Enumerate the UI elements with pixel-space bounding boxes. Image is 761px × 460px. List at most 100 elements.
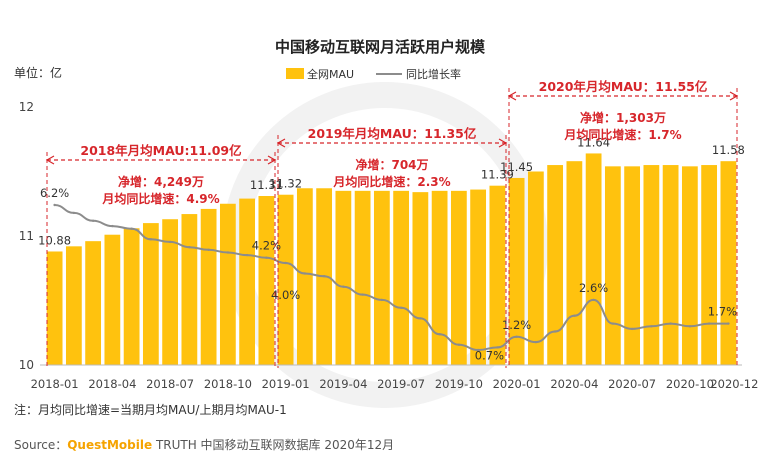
growth-rate-point-2020-12 xyxy=(727,322,730,325)
growth-label-2020-05: 2.6% xyxy=(579,281,608,295)
y-tick-label-12: 12 xyxy=(19,100,34,114)
axis-layer: 10 11 12 2018-01 2018-04 2018-07 2018-10 2019-0… xyxy=(19,100,759,391)
mau-bar-2018-01 xyxy=(46,251,63,365)
bar-value-label-2019-01: 11.32 xyxy=(269,177,302,191)
growth-rate-point-2018-04 xyxy=(111,224,114,228)
annotation-avg-growth: 月均同比增速：4.9% xyxy=(101,191,219,206)
bar-value-label-2020-01: 11.45 xyxy=(500,160,533,174)
growth-rate-point-2019-02 xyxy=(303,272,307,275)
source-brand: QuestMobile xyxy=(67,438,153,452)
source-line: Source：QuestMobile TRUTH 中国移动互联网数据库 2020… xyxy=(14,436,394,453)
growth-rate-point-2020-08 xyxy=(650,325,653,328)
mau-bar-2020-02 xyxy=(527,171,544,365)
x-tick-label-2019-04: 2019-04 xyxy=(319,377,367,391)
growth-rate-point-2020-06 xyxy=(611,322,615,325)
mau-bar-2019-04 xyxy=(335,190,352,365)
growth-rate-point-2020-03 xyxy=(553,330,557,333)
mau-bar-2020-03 xyxy=(547,165,564,365)
growth-label-2018-12: 4.2% xyxy=(252,239,281,253)
growth-rate-point-2018-06 xyxy=(149,238,153,241)
x-tick-label-2020-01: 2020-01 xyxy=(493,377,541,391)
growth-rate-point-2019-08 xyxy=(419,317,422,320)
mau-bar-2020-05 xyxy=(585,153,602,365)
growth-rate-point-2020-11 xyxy=(707,322,711,325)
source-prefix: Source： xyxy=(14,438,68,452)
y-tick-label-11: 11 xyxy=(19,229,34,243)
growth-label-2020-12: 1.7% xyxy=(708,305,737,319)
growth-rate-point-2019-07 xyxy=(399,306,403,309)
mau-bar-2019-09 xyxy=(431,190,448,365)
growth-rate-point-2018-11 xyxy=(245,253,249,257)
annotation-title: 2019年月均MAU：11.35亿 xyxy=(308,126,477,141)
mau-bar-2019-05 xyxy=(354,190,371,365)
growth-rate-point-2019-01 xyxy=(284,261,287,265)
bar-value-label-2020-12: 11.58 xyxy=(712,143,745,157)
growth-rate-point-2018-08 xyxy=(188,246,191,249)
mau-bar-2019-11 xyxy=(470,189,487,365)
growth-rate-point-2020-01 xyxy=(515,335,518,338)
mau-bar-2019-07 xyxy=(393,190,410,365)
growth-rate-point-2018-03 xyxy=(91,219,95,222)
x-tick-label-2019-01: 2019-01 xyxy=(262,377,310,391)
annotation-avg-growth: 月均同比增速：1.7% xyxy=(563,127,681,142)
legend-bar-swatch xyxy=(286,68,304,79)
growth-rate-point-2019-12 xyxy=(496,346,499,349)
mau-bar-2020-08 xyxy=(643,165,660,365)
mau-bar-2020-01 xyxy=(508,177,525,365)
growth-rate-point-2019-05 xyxy=(361,293,364,296)
mau-bar-2020-11 xyxy=(701,165,718,365)
growth-rate-point-2018-09 xyxy=(207,248,210,251)
x-tick-label-2018-04: 2018-04 xyxy=(88,377,136,391)
mau-bar-2020-12 xyxy=(720,161,737,365)
mau-bar-2019-12 xyxy=(489,185,506,365)
unit-label: 单位：亿 xyxy=(14,65,62,80)
mau-bar-2020-04 xyxy=(566,161,583,365)
mau-bar-2018-09 xyxy=(200,208,217,365)
growth-rate-point-2018-02 xyxy=(72,211,76,215)
mau-bar-2018-12 xyxy=(258,196,275,365)
mau-bar-2019-06 xyxy=(373,190,390,365)
bar-value-label-2018-01: 10.88 xyxy=(38,234,71,248)
growth-rate-point-2019-10 xyxy=(457,343,461,346)
growth-rate-point-2019-06 xyxy=(380,298,384,302)
annotation-title: 2018年月均MAU:11.09亿 xyxy=(80,143,241,158)
growth-rate-point-2019-04 xyxy=(342,285,345,288)
mau-bar-2018-10 xyxy=(219,203,236,365)
mau-bar-2018-02 xyxy=(65,246,82,365)
growth-label-2018-01: 6.2% xyxy=(40,186,69,200)
mau-bar-2018-05 xyxy=(123,228,140,365)
growth-label-2019-12: 0.7% xyxy=(475,348,504,362)
growth-rate-point-2020-05 xyxy=(592,298,595,302)
mau-bar-2018-11 xyxy=(239,198,256,365)
x-tick-label-2019-10: 2019-10 xyxy=(435,377,483,391)
mau-bar-2020-06 xyxy=(604,166,621,365)
mau-bar-2018-08 xyxy=(181,214,198,365)
growth-rate-point-2018-01 xyxy=(53,203,56,207)
source-suffix: TRUTH 中国移动互联网数据库 2020年12月 xyxy=(152,438,395,452)
growth-rate-point-2018-07 xyxy=(168,240,172,244)
mau-bar-2019-08 xyxy=(412,192,429,365)
bars-layer xyxy=(46,82,737,408)
x-tick-label-2019-07: 2019-07 xyxy=(377,377,425,391)
annotation-net-increase: 净增：704万 xyxy=(355,157,428,172)
growth-rate-point-2018-10 xyxy=(226,251,230,254)
growth-rate-point-2020-04 xyxy=(573,314,576,317)
growth-rate-point-2019-11 xyxy=(476,348,480,352)
legend-bar-label: 全网MAU xyxy=(307,67,354,81)
mau-bar-2020-09 xyxy=(662,165,679,365)
legend: 全网MAU 同比增长率 xyxy=(286,67,461,81)
growth-rate-point-2020-02 xyxy=(534,340,538,344)
annotation-title: 2020年月均MAU：11.55亿 xyxy=(539,79,708,94)
annotations-layer: 2018年月均MAU:11.09亿净增：4,249万月均同比增速：4.9%201… xyxy=(45,79,739,368)
mau-bar-2018-07 xyxy=(162,219,179,365)
annotation-avg-growth: 月均同比增速：2.3% xyxy=(332,174,450,189)
mau-bar-2019-02 xyxy=(296,188,313,365)
mau-bar-2018-04 xyxy=(104,234,121,365)
x-tick-label-2020-07: 2020-07 xyxy=(608,377,656,391)
growth-rate-point-2020-09 xyxy=(669,322,672,325)
x-tick-label-2020-10: 2020-10 xyxy=(666,377,714,391)
